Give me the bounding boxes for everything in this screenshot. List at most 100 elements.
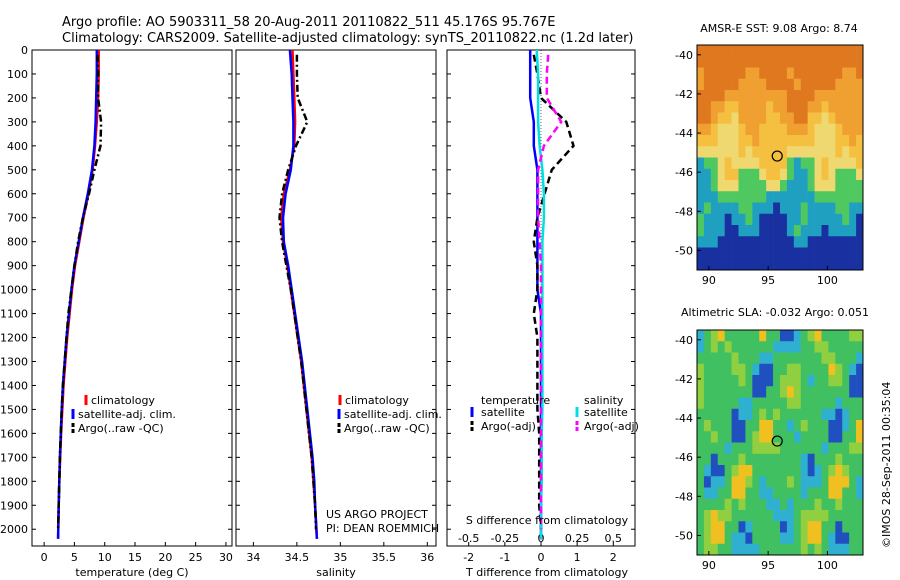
map-cell [773,45,781,57]
map-cell [835,521,843,533]
map-lat-label: -50 [675,244,693,257]
map-cell [800,510,808,522]
map-cell [766,442,774,455]
map-cell [835,510,843,522]
map-cell [738,67,746,80]
diff-xtick-label: -1 [499,551,510,564]
depth-tick-label: 800 [7,236,28,249]
map-cell [752,123,760,136]
map-cell [773,431,781,443]
map-cell [842,191,850,203]
map-cell [786,225,795,237]
map-cell [842,510,850,522]
map-cell [697,532,705,545]
map-cell [766,375,774,387]
map-cell [717,341,725,353]
map-cell [717,498,725,511]
map-cell [766,476,774,488]
map-cell [697,375,705,387]
map-cell [800,386,808,398]
map-cell [759,386,767,398]
diff-series-salinity-satellite [535,49,546,539]
map-cell [731,498,739,511]
map-cell [717,56,725,68]
map-cell [828,510,836,522]
map-cell [842,112,850,125]
map-cell [835,236,843,248]
map-cell [731,45,739,57]
map-cell [752,180,760,192]
map-cell [759,157,767,170]
map-cell [745,521,753,533]
map-cell [800,341,808,353]
map-cell [738,341,746,353]
map-cell [738,101,746,113]
map-cell [773,146,781,158]
map-cell [807,420,815,432]
map-cell [814,521,822,533]
map-cell [807,352,815,365]
map-cell [731,67,739,80]
map-cell [828,487,836,500]
map-cell [828,532,836,545]
map-cell [731,180,739,192]
map-cell [828,247,836,260]
map-cell [752,510,760,522]
map-cell [780,213,788,226]
map-cell [752,191,760,203]
map-cell [849,67,857,80]
map-cell [800,78,808,91]
depth-tick-label: 1000 [0,284,28,297]
map-cell [807,510,815,522]
map-cell [807,498,815,511]
map-cell [800,352,808,365]
map-cell [856,521,864,533]
map-cell [821,236,829,248]
salinity-plot: 34 34.5 35 35.5 36 [236,49,436,564]
map-cell [745,146,753,158]
temp-xtick-label: 25 [189,551,203,564]
map-cell [697,352,705,365]
map-cell [697,135,705,147]
temp-xtick-label: 15 [128,551,142,564]
map-cell [786,213,795,226]
map-cell [800,521,808,533]
map-cell [738,375,746,387]
map-cell [856,213,864,226]
map-cell [752,408,760,421]
diff-xtick-label: 0 [538,551,545,564]
map-cell [752,202,760,215]
map-cell [710,408,719,421]
map-cell [759,510,767,522]
map-cell [800,225,808,237]
map-cell [856,386,864,398]
map-cell [814,330,822,342]
map-cell [856,45,864,57]
map-cell [849,56,857,68]
map-cell [717,330,725,342]
map-cell [710,510,719,522]
map-cell [835,453,843,466]
map-cell [828,180,836,192]
map-cell [800,431,808,443]
map-cell [786,543,795,556]
map-cell [835,135,843,147]
map-cell [731,442,739,455]
map-cell [738,498,746,511]
map-cell [856,78,864,91]
map-cell [766,521,774,533]
map-cell [807,375,815,387]
map-cell [745,202,753,215]
map-cell [710,78,719,91]
map-cell [821,521,829,533]
map-cell [786,168,795,181]
map-cell [842,375,850,387]
depth-tick-label: 1100 [0,308,28,321]
map-cell [786,363,795,376]
map-cell [703,236,712,248]
map-cell [745,330,753,342]
map-cell [745,453,753,466]
map-cell [731,123,739,136]
map-cell [828,123,836,136]
map-cell [731,476,739,488]
